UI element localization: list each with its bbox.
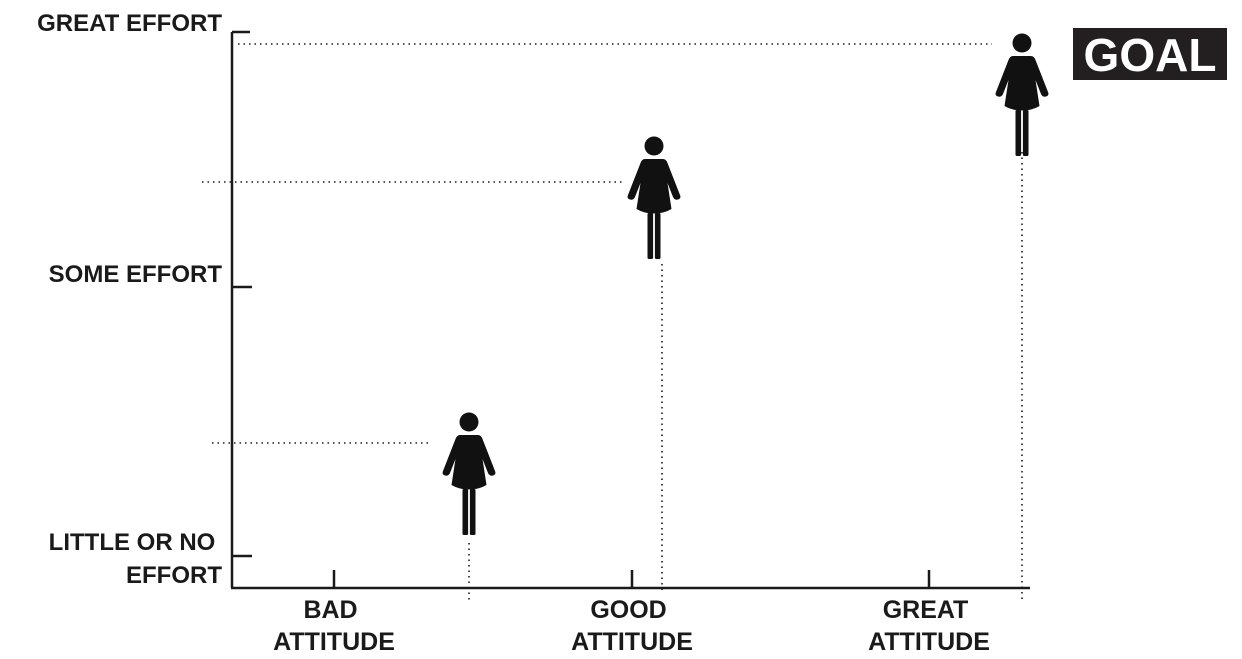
y-label-great-effort: GREAT EFFORT bbox=[37, 10, 222, 37]
goal-badge-background bbox=[1073, 28, 1227, 80]
woman-icon bbox=[627, 136, 681, 259]
y-label-little-effort: LITTLE OR NO EFFORT bbox=[49, 529, 223, 589]
goal-label: GOAL bbox=[1084, 29, 1217, 81]
x-label-good-attitude: GOOD ATTITUDE bbox=[571, 596, 693, 654]
goal-badge: GOAL bbox=[1073, 28, 1227, 81]
woman-icon bbox=[995, 33, 1049, 156]
y-label-some-effort: SOME EFFORT bbox=[49, 261, 223, 288]
woman-icon bbox=[442, 412, 496, 535]
x-label-great-attitude: GREAT ATTITUDE bbox=[868, 596, 990, 654]
x-label-bad-attitude: BAD ATTITUDE bbox=[273, 596, 395, 654]
